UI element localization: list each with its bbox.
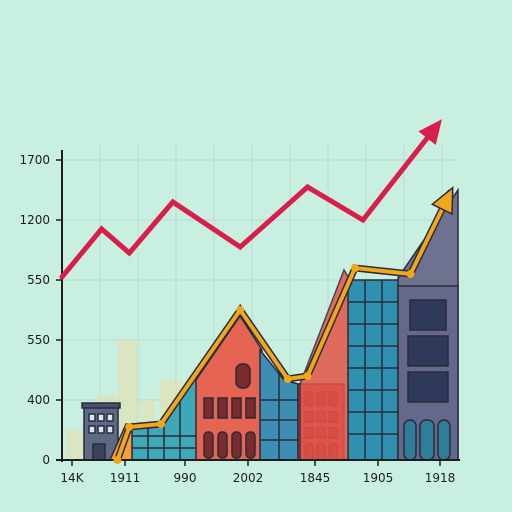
building-grey-tall bbox=[397, 187, 459, 461]
series-layer bbox=[59, 119, 454, 464]
data-point bbox=[236, 306, 245, 314]
buildings bbox=[81, 187, 459, 461]
series-line-red bbox=[59, 121, 441, 280]
x-tick-label: 14K bbox=[60, 471, 84, 485]
y-tick-label: 400 bbox=[27, 393, 50, 407]
y-tick-label: 550 bbox=[27, 273, 50, 287]
x-tick-label: 1911 bbox=[110, 471, 141, 485]
data-point bbox=[351, 264, 360, 272]
x-tick-label: 990 bbox=[174, 471, 197, 485]
data-point bbox=[406, 270, 415, 278]
x-tick-label: 1845 bbox=[300, 471, 331, 485]
building-grey-small bbox=[81, 402, 121, 461]
building-red-gabled bbox=[195, 314, 263, 461]
data-point bbox=[113, 456, 122, 464]
data-point bbox=[157, 420, 165, 428]
data-point bbox=[303, 372, 312, 380]
arrowhead-orange bbox=[430, 185, 454, 216]
y-tick-label: 550 bbox=[27, 333, 50, 347]
arrowhead-red bbox=[418, 119, 442, 145]
x-tick-label: 1905 bbox=[363, 471, 394, 485]
y-tick-label: 1200 bbox=[19, 213, 50, 227]
x-tick-label: 2002 bbox=[233, 471, 264, 485]
y-tick-label: 1700 bbox=[19, 153, 50, 167]
y-axis-ticks: 0 400 550 550 1200 1700 bbox=[19, 153, 62, 467]
x-axis-ticks: 14K 1911 990 2002 1845 1905 1918 bbox=[60, 460, 455, 485]
axes bbox=[56, 150, 460, 462]
x-tick-label: 1918 bbox=[425, 471, 456, 485]
building-teal-tall bbox=[347, 279, 401, 461]
y-tick-label: 0 bbox=[42, 453, 50, 467]
data-point bbox=[125, 423, 134, 431]
data-point bbox=[283, 375, 292, 383]
